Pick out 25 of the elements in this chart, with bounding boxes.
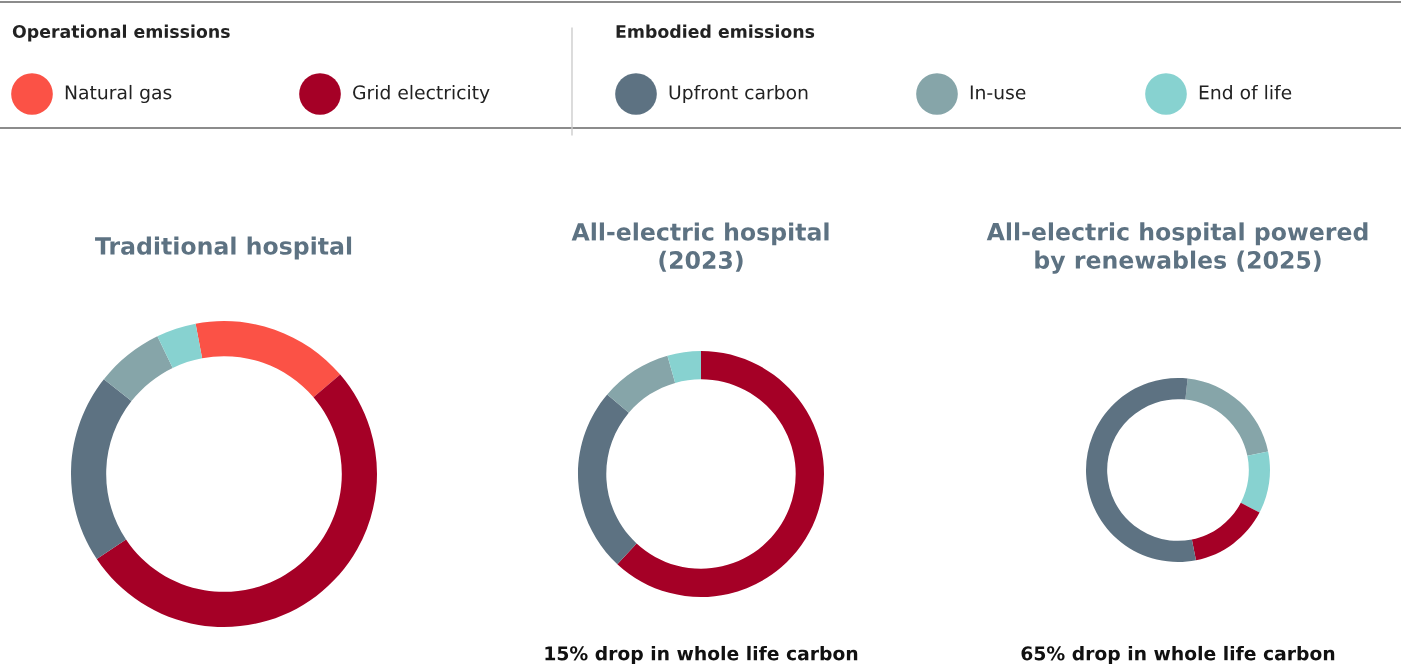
text: Traditional hospital (95, 236, 352, 260)
donut-slice (103, 336, 173, 402)
legend-label: In-use (970, 85, 1026, 100)
donut-slice (1086, 378, 1196, 562)
donut-slice (578, 394, 637, 565)
legend-label: End of life (1199, 84, 1292, 100)
donut-slice (71, 379, 132, 559)
legend-label: Grid electricity (353, 84, 490, 104)
chart-title: All-electric hospital (2023) (571, 222, 829, 272)
text: 15% drop in whole life carbon (545, 645, 858, 665)
legend-label: Upfront carbon (669, 84, 808, 104)
donut-slice (1191, 502, 1260, 561)
donut-slice (157, 323, 203, 368)
donut-slice (1240, 451, 1270, 513)
donut-slice (96, 374, 377, 627)
text: 65% drop in whole life carbon (1021, 645, 1335, 665)
donut-slice (667, 351, 701, 383)
chart-title: All-electric hospital powered by renewables (2025) (986, 222, 1368, 274)
donut-slice (1185, 378, 1269, 456)
text: Operational emissions (12, 24, 230, 42)
donut-slice (195, 321, 341, 398)
text: Embodied emissions (616, 24, 815, 39)
donut-slice (617, 351, 824, 597)
donut-slice (607, 355, 676, 413)
legend-label: Natural gas (65, 84, 172, 104)
